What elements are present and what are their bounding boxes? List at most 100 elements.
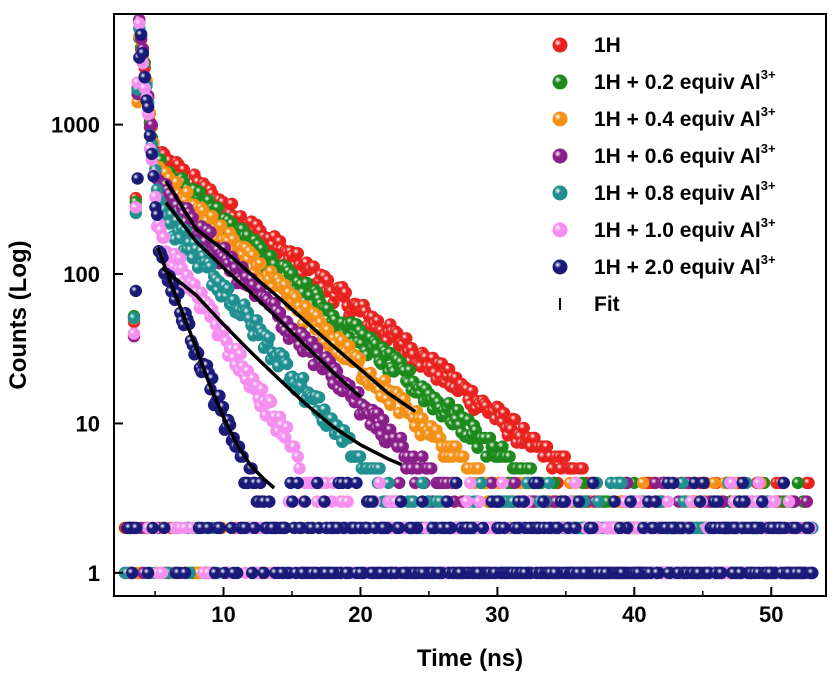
data-point (296, 566, 310, 580)
data-point (683, 521, 696, 535)
data-point (592, 495, 605, 508)
data-point (551, 521, 564, 535)
data-points (118, 14, 819, 580)
data-point (394, 495, 408, 508)
legend-label: 1H + 0.8 equiv Al3+ (594, 178, 776, 205)
data-point (368, 521, 382, 535)
data-point (321, 273, 335, 287)
data-point (318, 495, 331, 508)
data-point (778, 521, 791, 535)
data-point (366, 566, 379, 580)
legend-marker (552, 111, 568, 127)
legend-item: 1H + 1.0 equiv Al3+ (552, 215, 776, 242)
data-point (450, 440, 463, 453)
data-point (280, 357, 294, 371)
data-point (600, 566, 613, 580)
data-point (129, 284, 142, 298)
data-point (442, 521, 456, 535)
legend-item: 1H + 2.0 equiv Al3+ (552, 252, 776, 279)
data-point (280, 421, 294, 434)
data-point (586, 521, 599, 535)
data-point (800, 495, 813, 508)
data-point (473, 495, 486, 508)
data-point (764, 566, 777, 580)
legend-item: Fit (559, 293, 620, 316)
y-tick-label: 10 (76, 411, 100, 436)
data-point (312, 391, 326, 404)
data-point (146, 521, 159, 535)
data-point (508, 476, 522, 490)
legend-superscript: 3+ (761, 67, 776, 82)
data-point (127, 327, 141, 340)
data-point (651, 566, 664, 580)
data-point (576, 462, 589, 475)
data-point (197, 204, 210, 217)
data-point (291, 476, 304, 490)
data-point (400, 332, 413, 345)
data-point (256, 383, 269, 396)
legend-item: 1H + 0.6 equiv Al3+ (552, 141, 776, 168)
data-point (341, 495, 354, 508)
data-point (637, 521, 650, 535)
legend-item: 1H (552, 34, 621, 57)
data-point (384, 398, 397, 411)
data-point (531, 476, 545, 490)
data-point (382, 476, 395, 490)
data-point (225, 197, 239, 210)
data-point (331, 521, 344, 535)
legend-marker (552, 74, 568, 90)
legend-marker (552, 259, 568, 275)
data-point (131, 172, 144, 185)
data-point (667, 476, 680, 490)
data-point (209, 566, 222, 580)
data-point (130, 521, 143, 535)
data-point (558, 450, 571, 463)
data-point (204, 260, 217, 273)
y-axis-title: Counts (Log) (5, 240, 32, 389)
legend-marker (552, 148, 568, 164)
data-point (425, 462, 438, 475)
data-point (662, 566, 675, 580)
data-point (202, 521, 215, 535)
data-point (416, 476, 429, 490)
data-point (234, 347, 247, 361)
data-point (155, 566, 169, 580)
data-point (633, 495, 646, 508)
legend-superscript: 3+ (761, 215, 776, 230)
data-point (460, 495, 474, 508)
data-point (790, 521, 803, 535)
data-point (624, 495, 637, 508)
legend-label: 1H + 2.0 equiv Al3+ (594, 252, 776, 279)
data-point (587, 476, 600, 490)
series-points (121, 28, 819, 580)
data-point (524, 462, 538, 475)
data-point (426, 521, 439, 535)
x-axis-title: Time (ns) (417, 645, 523, 672)
data-point (178, 566, 192, 580)
data-point (715, 566, 728, 580)
data-point (294, 521, 307, 535)
data-point (378, 374, 392, 387)
data-point (466, 384, 479, 398)
data-point (517, 421, 530, 435)
data-point (407, 495, 420, 508)
data-point (143, 129, 157, 142)
data-point (512, 521, 525, 535)
data-point (608, 495, 621, 508)
data-point (377, 413, 390, 426)
data-point (339, 286, 352, 299)
data-point (296, 371, 310, 385)
data-point (138, 81, 151, 95)
data-point (145, 147, 158, 161)
legend-label: 1H (594, 34, 621, 57)
data-point (496, 440, 509, 453)
x-tick-label: 20 (348, 602, 372, 627)
data-point (174, 252, 187, 265)
data-point (441, 495, 454, 508)
data-point (222, 282, 235, 295)
data-point (464, 476, 477, 490)
legend-label: 1H + 1.0 equiv Al3+ (594, 215, 776, 242)
data-point (492, 495, 506, 508)
legend-item: 1H + 0.8 equiv Al3+ (552, 178, 776, 205)
data-point (485, 476, 498, 490)
